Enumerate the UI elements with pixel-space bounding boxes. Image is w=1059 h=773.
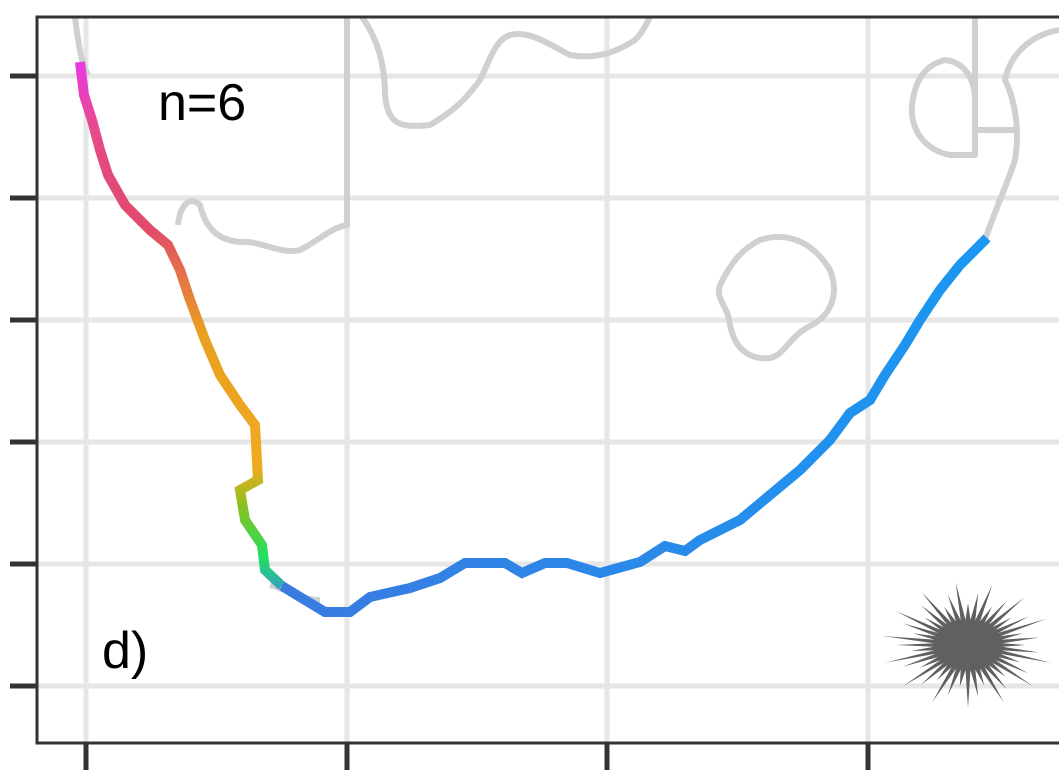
border <box>72 16 91 77</box>
frame <box>35 15 1059 745</box>
track-segment <box>279 234 991 617</box>
track <box>75 61 991 617</box>
annotation: n=6 <box>158 74 246 132</box>
axes <box>10 15 1059 770</box>
border <box>908 17 1015 158</box>
border <box>982 27 1059 241</box>
border <box>359 15 653 129</box>
panel-label: d) <box>102 622 148 680</box>
starburst-icon <box>882 582 1051 708</box>
border <box>715 233 837 362</box>
border <box>175 17 350 254</box>
track-segment <box>75 61 286 590</box>
